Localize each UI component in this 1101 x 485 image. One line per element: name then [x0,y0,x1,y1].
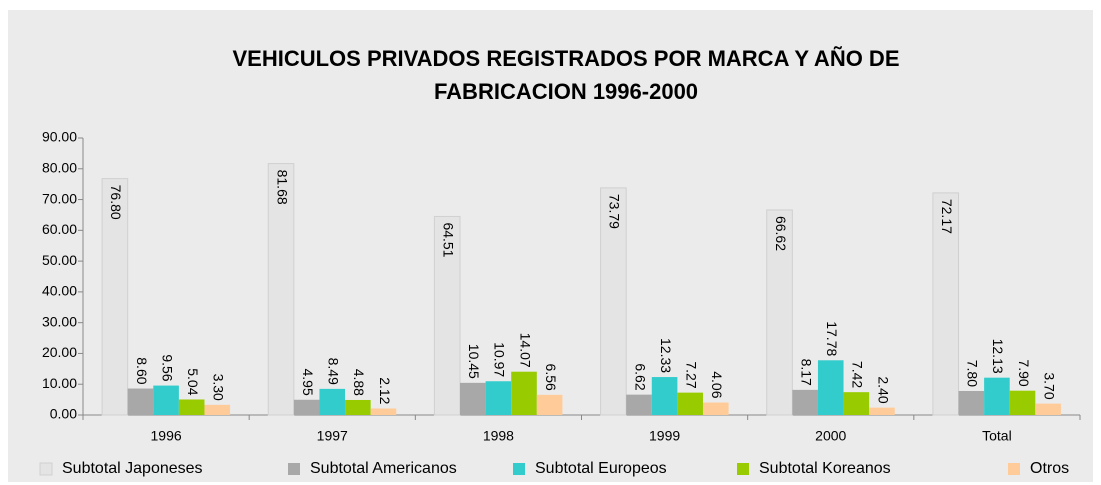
bar [485,381,512,415]
bar [843,392,870,415]
legend-swatch [513,463,525,475]
y-tick-label: 60.00 [42,221,77,237]
legend-label: Otros [1030,460,1069,477]
y-tick-label: 30.00 [42,313,77,329]
data-label: 7.42 [850,361,866,388]
y-tick-label: 0.00 [50,406,77,422]
chart-title: FABRICACION 1996-2000 [434,79,698,104]
bar [433,215,461,416]
x-tick-label: 1997 [317,428,348,444]
data-label: 8.60 [134,357,150,384]
data-label: 66.62 [773,216,789,251]
bar [958,390,985,415]
legend-swatch [288,463,300,475]
data-label: 10.45 [466,344,482,379]
bar [319,388,346,415]
bar [536,394,563,415]
data-label: 3.70 [1041,372,1057,399]
bar [869,407,895,415]
data-label: 4.06 [709,371,725,398]
bar [817,360,844,415]
legend-label: Subtotal Europeos [535,460,667,477]
legend-label: Subtotal Americanos [310,460,457,477]
data-label: 12.33 [658,338,674,373]
bar [1009,390,1036,415]
bar [101,178,129,416]
y-tick-label: 90.00 [42,129,77,145]
bar [600,187,627,416]
bar [626,394,652,415]
bar [178,399,205,415]
bar [370,408,397,415]
data-label: 4.95 [300,369,316,396]
x-tick-label: 1999 [649,428,680,444]
chart-title: VEHICULOS PRIVADOS REGISTRADOS POR MARCA… [232,46,899,71]
bar [984,377,1010,415]
data-label: 17.78 [824,321,840,356]
bar [153,385,179,415]
bar [460,382,486,415]
y-tick-label: 70.00 [42,190,77,206]
bar [651,377,678,415]
legend-label: Subtotal Japoneses [62,460,203,477]
bar [766,209,793,416]
data-label: 3.30 [211,374,227,401]
data-label: 64.51 [441,222,457,257]
bar [127,388,154,415]
data-label: 73.79 [607,194,623,229]
bar [677,392,703,415]
data-label: 6.62 [632,363,648,390]
y-tick-label: 40.00 [42,283,77,299]
bar [511,371,537,415]
legend-swatch [1008,463,1020,475]
legend-swatch [737,463,749,475]
y-tick-label: 50.00 [42,252,77,268]
data-label: 2.40 [875,376,891,403]
bar [792,389,818,415]
x-tick-label: 1996 [151,428,182,444]
x-tick-label: Total [982,428,1012,444]
data-label: 7.90 [1016,359,1032,386]
bar [267,163,295,416]
data-label: 14.07 [517,333,533,368]
data-label: 10.97 [492,342,508,377]
bar [293,399,320,415]
data-label: 4.88 [351,369,367,396]
x-tick-label: 2000 [815,428,846,444]
data-label: 2.12 [377,377,393,404]
bar [932,192,960,416]
bar [345,399,371,415]
data-label: 8.49 [326,358,342,385]
bar [1035,403,1061,415]
data-label: 7.80 [965,360,981,387]
legend-swatch [39,462,53,476]
bar [204,404,231,415]
data-label: 5.04 [185,368,201,395]
y-tick-label: 10.00 [42,375,77,391]
data-label: 8.17 [798,359,814,386]
y-tick-label: 20.00 [42,344,77,360]
data-label: 7.27 [683,361,699,388]
bar [702,402,729,415]
y-tick-label: 80.00 [42,159,77,175]
data-label: 81.68 [274,170,290,205]
data-label: 76.80 [108,185,124,220]
data-label: 6.56 [543,364,559,391]
data-label: 12.13 [990,339,1006,374]
legend-label: Subtotal Koreanos [759,460,891,477]
data-label: 72.17 [939,199,955,234]
x-tick-label: 1998 [483,428,514,444]
data-label: 9.56 [159,354,175,381]
